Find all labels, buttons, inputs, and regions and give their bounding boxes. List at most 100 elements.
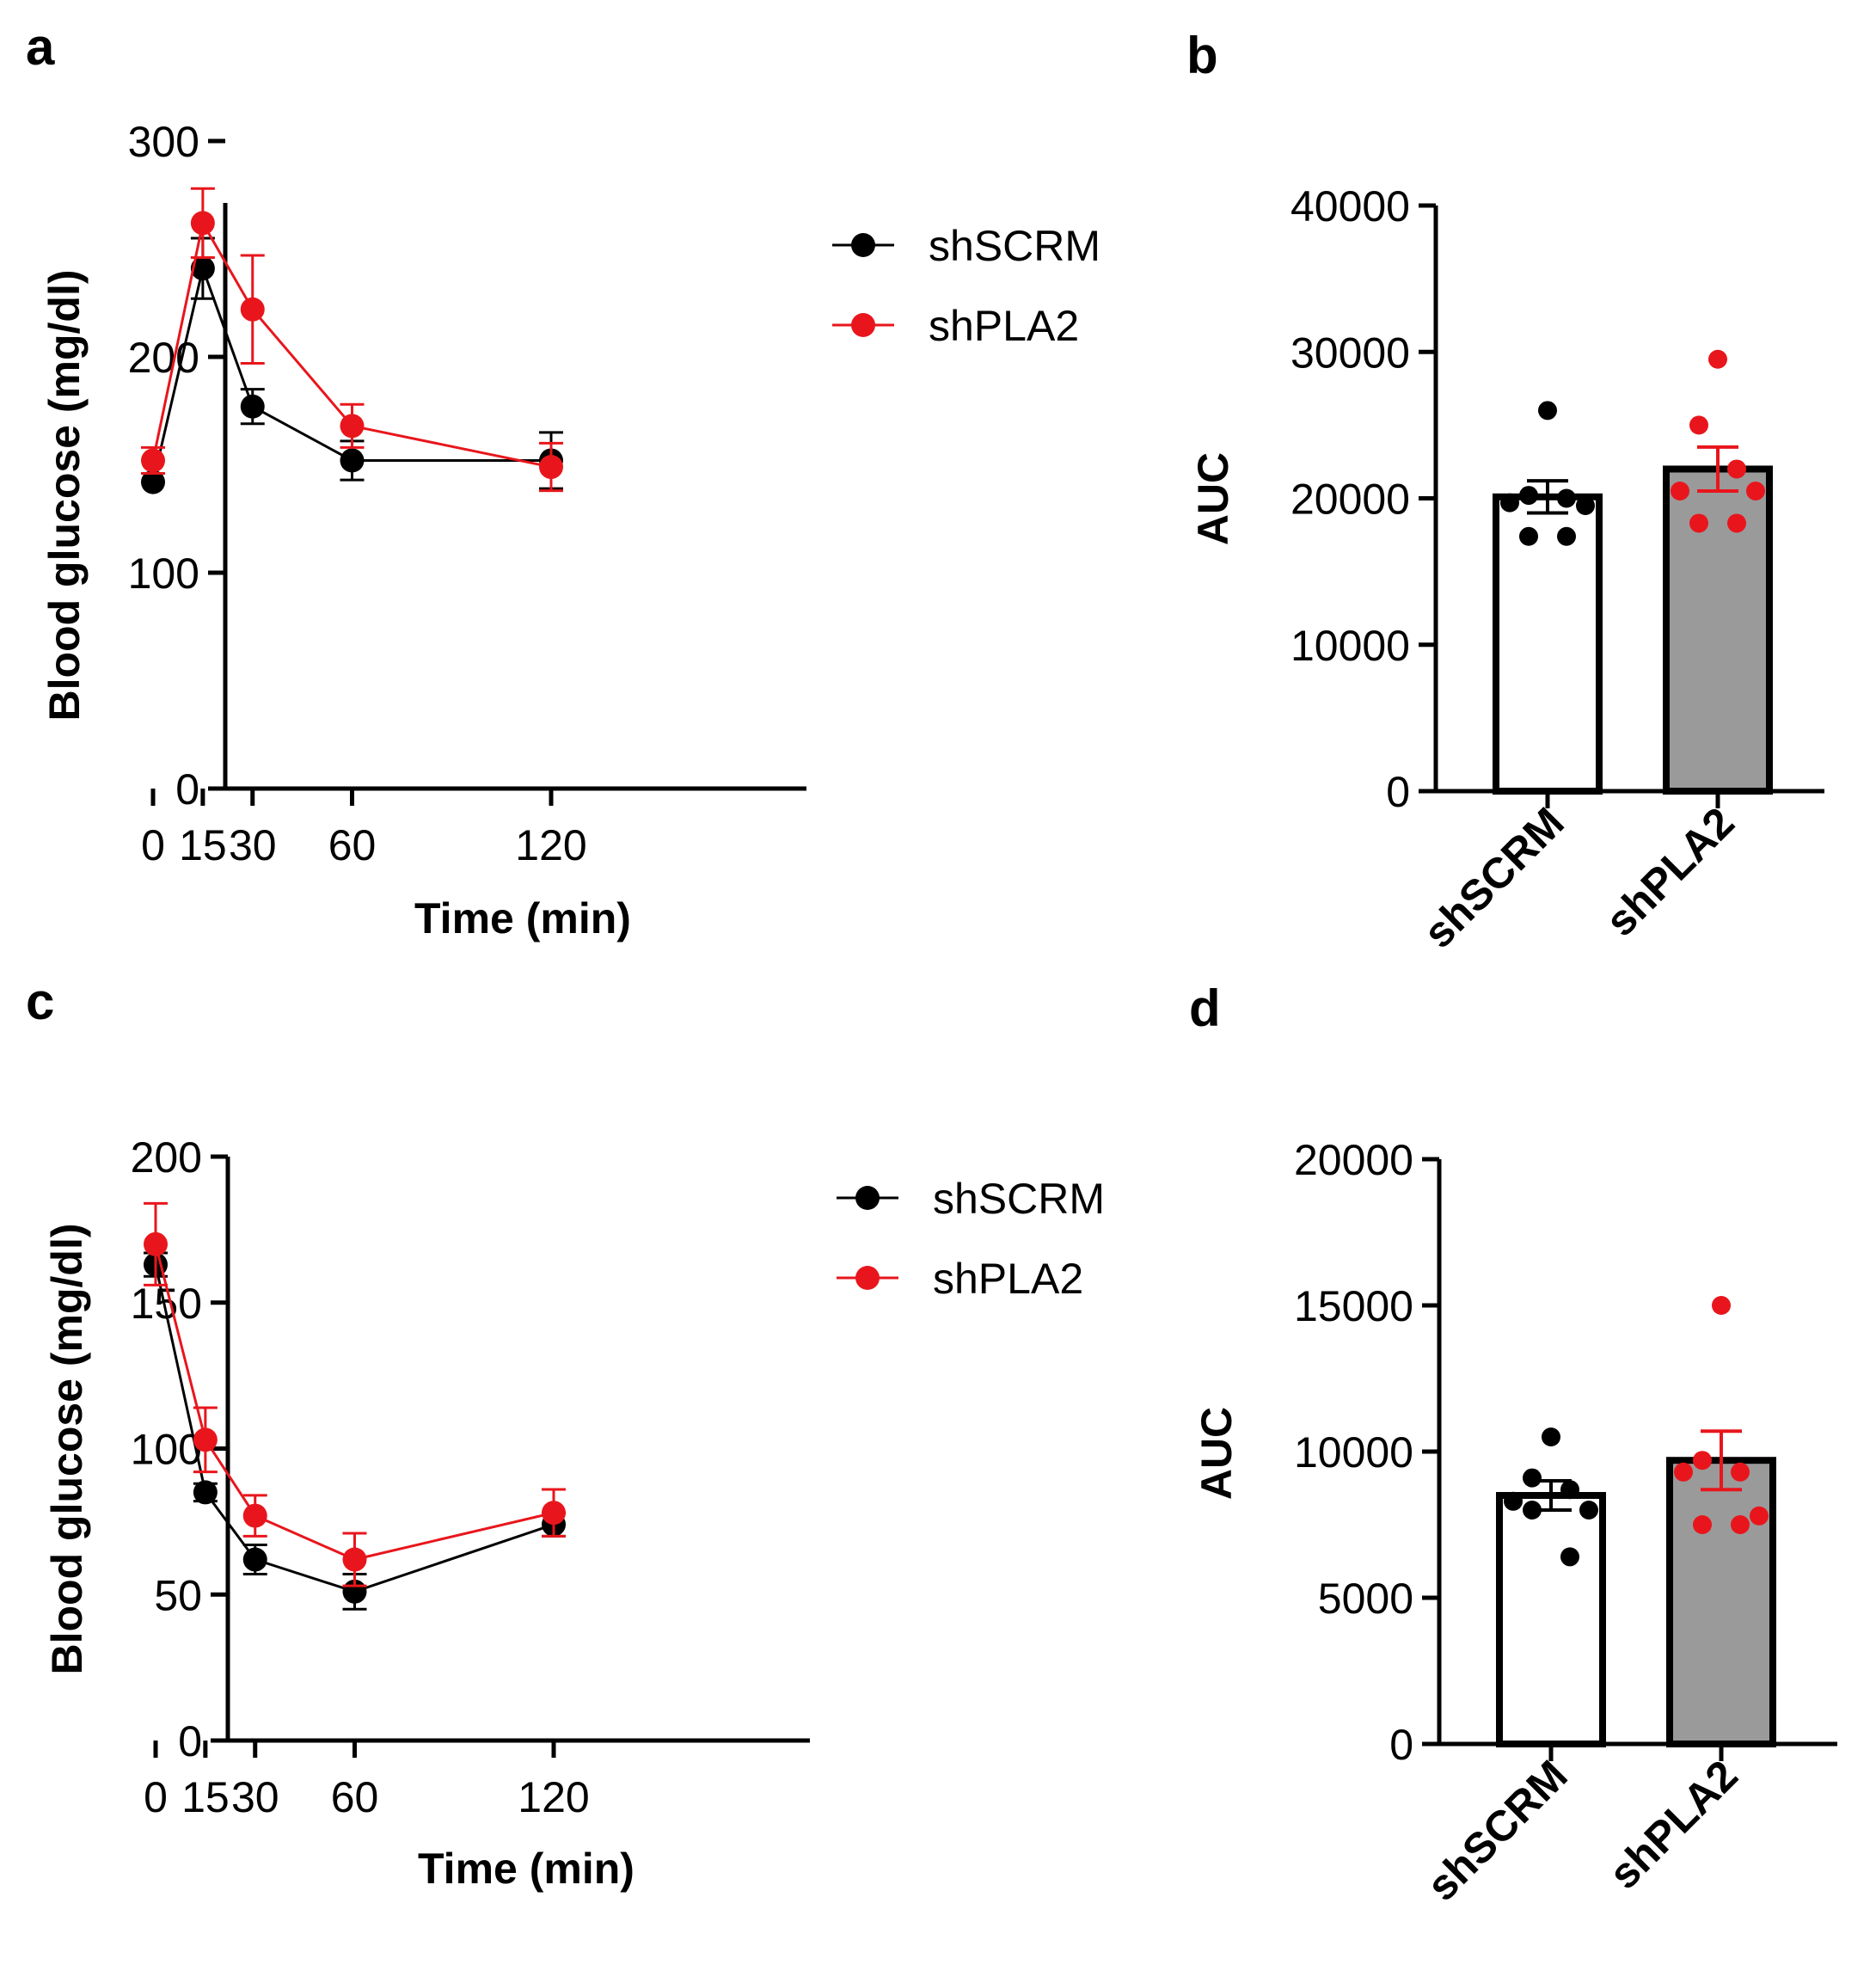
legend-label-shpla2-a: shPLA2	[929, 302, 1079, 350]
scatter-point-shpla2-d-1	[1693, 1451, 1712, 1470]
y-tick-label-d-4: 20000	[1294, 1136, 1413, 1184]
panel-label-b: b	[1186, 27, 1218, 84]
y-tick-label-c-2: 100	[131, 1426, 202, 1474]
y-axis-title-d: AUC	[1192, 1407, 1241, 1500]
y-ticks-a: 0 100 200 300	[128, 118, 225, 814]
data-point-shpla2-c-4	[542, 1501, 566, 1526]
data-point-shpla2-c-3	[342, 1547, 367, 1572]
panel-label-d: d	[1189, 979, 1221, 1037]
legend-marker-shpla2-c	[855, 1266, 880, 1290]
scatter-point-shpla2-d-4	[1750, 1506, 1769, 1526]
y-tick-label-a-2: 200	[128, 334, 199, 382]
scatter-point-shscrm-b-6	[1557, 526, 1576, 546]
legend-label-shscrm-c: shSCRM	[933, 1175, 1105, 1223]
series-shpla2-a	[141, 187, 563, 493]
y-tick-label-d-0: 0	[1389, 1721, 1413, 1769]
data-point-shpla2-c-1	[193, 1427, 218, 1452]
series-line-shpla2-c	[154, 1243, 555, 1562]
legend-c: shSCRM shPLA2	[837, 1175, 1105, 1303]
y-tick-label-b-1: 10000	[1291, 622, 1410, 670]
series-shpla2-c	[144, 1201, 566, 1587]
legend-marker-shscrm-a	[851, 233, 875, 257]
data-point-shscrm-c-2	[242, 1547, 267, 1572]
data-point-shscrm-c-1	[193, 1480, 218, 1505]
x-ticks-c: 0 15 30 60 120	[144, 1741, 590, 1821]
x-tick-label-a-3: 60	[328, 821, 377, 869]
x-tick-label-a-2: 30	[229, 821, 277, 869]
scatter-point-shscrm-d-5	[1523, 1501, 1542, 1520]
y-tick-label-b-2: 20000	[1291, 476, 1410, 524]
y-tick-label-c-0: 0	[178, 1717, 202, 1765]
data-point-shpla2-a-3	[340, 414, 365, 439]
error-bar-shscrm-b	[1527, 479, 1568, 515]
scatter-point-shpla2-d-3	[1674, 1462, 1693, 1482]
error-bar-shpla2-d	[1701, 1429, 1742, 1492]
bar-shpla2-b	[1663, 465, 1773, 795]
scatter-point-shscrm-d-0	[1542, 1427, 1560, 1446]
category-label-shpla2-b: shPLA2	[1597, 798, 1744, 945]
scatter-point-shpla2-d-6	[1731, 1515, 1750, 1534]
y-axis-title-c: Blood glucose (mg/dl)	[43, 1224, 91, 1675]
y-tick-label-d-2: 10000	[1294, 1428, 1413, 1477]
x-axis-title-a: Time (min)	[414, 894, 631, 942]
y-tick-label-c-4: 200	[131, 1133, 202, 1182]
scatter-point-shscrm-d-6	[1560, 1547, 1579, 1567]
data-point-shscrm-a-3	[340, 448, 365, 473]
y-tick-label-a-1: 100	[128, 550, 199, 598]
scatter-point-shscrm-b-4	[1576, 496, 1595, 516]
legend-a: shSCRM shPLA2	[832, 222, 1100, 350]
scatter-point-shscrm-d-2	[1560, 1480, 1579, 1500]
legend-marker-shpla2-a	[851, 313, 875, 337]
panel-b: b 0 10000 20000 30000 40000 AUC shSCRM shPLA2	[1186, 27, 1824, 957]
scatter-point-shscrm-d-3	[1504, 1491, 1523, 1511]
bar-shpla2-d	[1666, 1457, 1776, 1747]
series-group-a	[141, 187, 563, 494]
data-point-shpla2-c-2	[242, 1503, 267, 1528]
y-tick-label-b-3: 30000	[1291, 328, 1410, 377]
x-tick-label-a-1: 15	[179, 821, 227, 869]
panel-label-a: a	[26, 18, 55, 76]
scatter-point-shscrm-b-5	[1519, 526, 1538, 546]
scatter-point-shpla2-b-4	[1746, 481, 1765, 500]
data-point-shscrm-a-1	[190, 256, 215, 281]
scatter-point-shscrm-d-1	[1523, 1468, 1542, 1488]
x-tick-label-a-4: 120	[515, 821, 586, 869]
category-label-shscrm-b: shSCRM	[1414, 798, 1573, 957]
scatter-point-shscrm-b-1	[1519, 486, 1538, 506]
panel-d: d 0 5000 10000 15000 20000 AUC shSCRM shPLA2	[1189, 979, 1837, 1910]
scatter-point-shpla2-b-3	[1671, 481, 1689, 500]
x-tick-label-c-2: 30	[231, 1773, 279, 1821]
scatter-point-shpla2-d-5	[1693, 1515, 1712, 1534]
scatter-point-shpla2-b-6	[1727, 513, 1746, 533]
series-group-c	[144, 1201, 566, 1611]
y-ticks-b: 0 10000 20000 30000 40000	[1291, 182, 1436, 816]
y-tick-label-c-1: 50	[154, 1571, 202, 1619]
y-tick-label-a-3: 300	[128, 118, 199, 166]
y-axis-title-b: AUC	[1189, 452, 1237, 545]
legend-label-shscrm-a: shSCRM	[929, 222, 1100, 270]
data-point-shpla2-a-1	[190, 211, 215, 236]
scatter-point-shpla2-b-2	[1727, 459, 1746, 479]
y-tick-label-d-1: 5000	[1318, 1575, 1413, 1623]
y-tick-label-d-3: 15000	[1294, 1282, 1413, 1330]
x-ticks-a: 0 15 30 60 120	[141, 789, 587, 869]
y-tick-label-b-4: 40000	[1291, 182, 1410, 230]
bars-group-d: shSCRM shPLA2	[1418, 1296, 1776, 1910]
data-point-shpla2-a-2	[240, 297, 265, 322]
scatter-point-shscrm-b-3	[1500, 493, 1519, 513]
scatter-point-shscrm-b-2	[1557, 488, 1576, 508]
x-tick-label-c-1: 15	[181, 1773, 230, 1821]
scatter-point-shscrm-d-4	[1579, 1501, 1598, 1520]
scatter-point-shpla2-b-1	[1689, 415, 1708, 435]
x-tick-label-c-3: 60	[331, 1773, 379, 1821]
x-axis-title-c: Time (min)	[418, 1845, 635, 1893]
y-axis-title-a: Blood glucose (mg/dl)	[40, 270, 89, 721]
legend-marker-shscrm-c	[855, 1186, 880, 1210]
scatter-point-shpla2-b-5	[1689, 513, 1708, 533]
scatter-point-shscrm-b-0	[1538, 401, 1557, 421]
data-point-shpla2-a-0	[141, 448, 165, 473]
x-tick-label-c-0: 0	[144, 1773, 168, 1821]
y-tick-label-b-0: 0	[1386, 768, 1410, 816]
